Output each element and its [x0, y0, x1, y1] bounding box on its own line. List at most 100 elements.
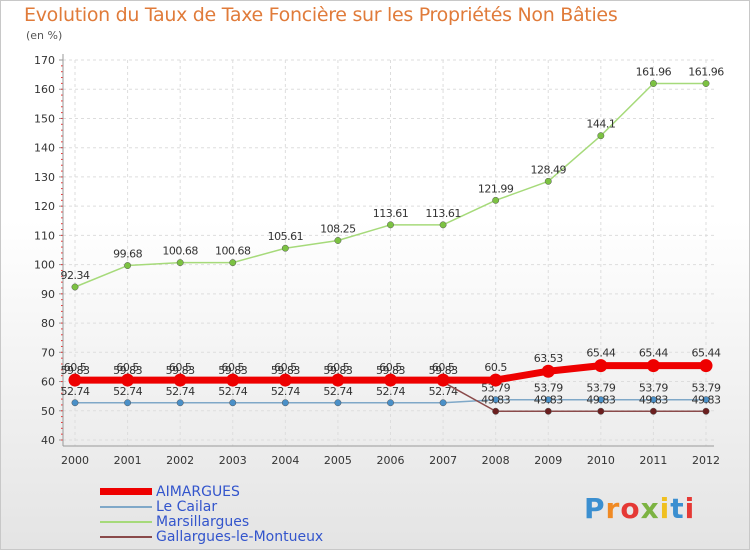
data-label-le-cailar: 52.74 [271, 385, 300, 398]
data-label-marsillargues: 113.61 [373, 207, 409, 220]
data-point-aimargues [646, 359, 660, 373]
data-label-aimargues: 60.5 [64, 361, 87, 374]
data-point-gallargues-le-montueux [702, 407, 710, 415]
data-label-gallargues-le-montueux: 49.83 [586, 393, 615, 406]
data-label-le-cailar: 52.74 [61, 385, 90, 398]
unit-label: (en %) [26, 29, 63, 42]
data-point-marsillargues [492, 196, 500, 204]
data-label-gallargues-le-montueux: 59.83 [166, 364, 195, 377]
y-tick-label: 130 [34, 171, 55, 184]
data-point-le-cailar [702, 396, 710, 404]
data-label-marsillargues: 161.96 [688, 66, 724, 79]
legend-label-gallargues: Gallargues-le-Montueux [156, 529, 324, 545]
data-point-gallargues-le-montueux [492, 407, 500, 415]
legend-swatch-aimargues [100, 488, 152, 495]
data-label-gallargues-le-montueux: 49.83 [481, 393, 510, 406]
data-point-marsillargues [176, 259, 184, 267]
data-label-le-cailar: 52.74 [218, 385, 247, 398]
data-label-marsillargues: 99.68 [113, 248, 142, 261]
data-label-le-cailar: 52.74 [166, 385, 195, 398]
data-point-aimargues [226, 373, 240, 387]
data-point-le-cailar [124, 399, 132, 407]
data-label-aimargues: 60.5 [169, 361, 192, 374]
data-point-marsillargues [71, 283, 79, 291]
data-label-marsillargues: 144.1 [586, 118, 615, 131]
x-tick-label: 2009 [534, 454, 562, 467]
data-point-marsillargues [439, 221, 447, 229]
data-label-marsillargues: 105.61 [268, 230, 304, 243]
data-point-aimargues [436, 373, 450, 387]
y-tick-label: 120 [34, 200, 55, 213]
data-label-le-cailar: 53.79 [534, 382, 563, 395]
x-tick-label: 2011 [639, 454, 667, 467]
data-label-marsillargues: 128.49 [531, 163, 567, 176]
legend-label-marsillargues: Marsillargues [156, 514, 250, 530]
data-label-marsillargues: 113.61 [425, 207, 461, 220]
x-tick-label: 2007 [429, 454, 457, 467]
data-point-aimargues [121, 373, 135, 387]
data-label-marsillargues: 100.68 [162, 245, 198, 258]
data-label-aimargues: 65.44 [586, 347, 615, 360]
x-tick-label: 2000 [61, 454, 89, 467]
x-tick-label: 2010 [587, 454, 615, 467]
data-point-marsillargues [597, 132, 605, 140]
data-label-marsillargues: 108.25 [320, 223, 356, 236]
data-point-le-cailar [597, 396, 605, 404]
legend-label-aimargues: AIMARGUES [156, 484, 240, 500]
data-point-le-cailar [71, 399, 79, 407]
y-tick-label: 140 [34, 142, 55, 155]
y-tick-label: 170 [34, 54, 55, 67]
data-point-aimargues [541, 364, 555, 378]
y-tick-label: 160 [34, 83, 55, 96]
data-label-le-cailar: 53.79 [692, 382, 721, 395]
y-tick-label: 50 [41, 405, 55, 418]
data-label-marsillargues: 100.68 [215, 245, 251, 258]
data-point-le-cailar [649, 396, 657, 404]
data-label-aimargues: 60.5 [116, 361, 139, 374]
data-point-aimargues [331, 373, 345, 387]
data-label-marsillargues: 161.96 [636, 66, 672, 79]
x-tick-label: 2005 [324, 454, 352, 467]
data-label-gallargues-le-montueux: 59.83 [429, 364, 458, 377]
data-point-marsillargues [229, 259, 237, 267]
legend-swatch-gallargues [100, 536, 152, 538]
y-tick-label: 70 [41, 346, 55, 359]
data-point-le-cailar [176, 399, 184, 407]
data-label-marsillargues: 92.34 [61, 269, 90, 282]
legend-swatch-le-cailar [100, 506, 152, 508]
data-label-aimargues: 60.5 [222, 361, 245, 374]
data-point-le-cailar [492, 396, 500, 404]
data-label-aimargues: 65.44 [692, 347, 721, 360]
x-tick-label: 2003 [219, 454, 247, 467]
data-point-le-cailar [281, 399, 289, 407]
data-point-aimargues [489, 373, 503, 387]
data-label-le-cailar: 53.79 [639, 382, 668, 395]
x-tick-label: 2004 [271, 454, 299, 467]
data-label-le-cailar: 52.74 [323, 385, 352, 398]
data-label-le-cailar: 53.79 [481, 382, 510, 395]
data-point-marsillargues [649, 80, 657, 87]
x-tick-label: 2006 [377, 454, 405, 467]
data-label-aimargues: 63.53 [534, 352, 563, 365]
data-point-le-cailar [334, 399, 342, 407]
y-tick-label: 110 [34, 229, 55, 242]
data-point-aimargues [68, 373, 82, 387]
data-label-aimargues: 60.5 [484, 361, 507, 374]
data-point-aimargues [699, 359, 713, 373]
data-label-marsillargues: 121.99 [478, 182, 514, 195]
data-label-aimargues: 60.5 [274, 361, 297, 374]
data-point-le-cailar [229, 399, 237, 407]
data-point-marsillargues [387, 221, 394, 229]
legend-swatch-marsillargues [100, 521, 152, 523]
y-tick-label: 80 [41, 317, 55, 330]
data-point-gallargues-le-montueux [649, 407, 657, 415]
data-point-aimargues [384, 373, 397, 387]
data-label-le-cailar: 53.79 [586, 382, 615, 395]
data-point-le-cailar [544, 396, 552, 404]
data-label-gallargues-le-montueux: 59.83 [61, 364, 90, 377]
data-point-le-cailar [387, 399, 394, 407]
data-point-marsillargues [702, 80, 710, 87]
data-point-gallargues-le-montueux [544, 407, 552, 415]
